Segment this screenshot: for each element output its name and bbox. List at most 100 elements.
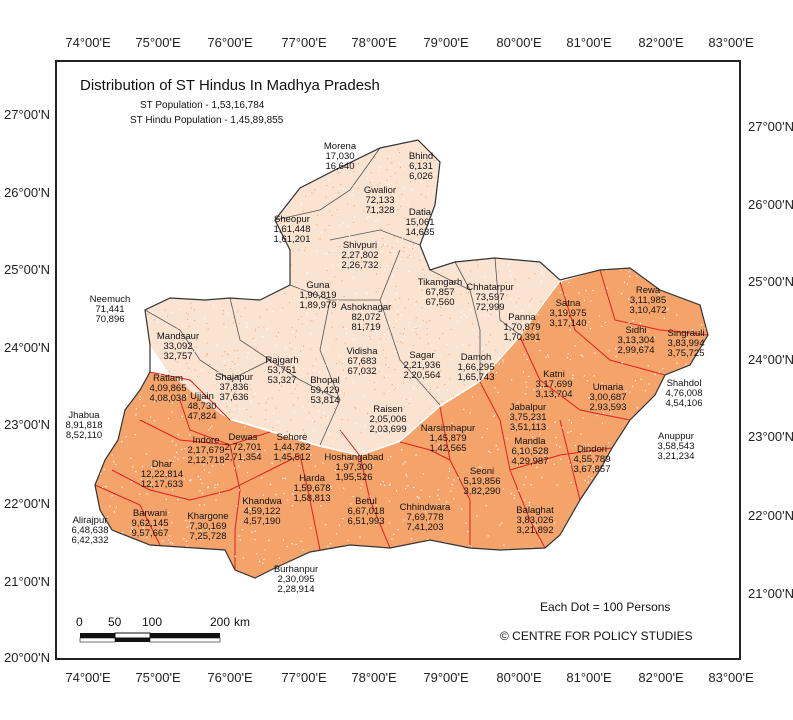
top-longitude-label: 81°00'E	[566, 35, 612, 50]
district-name: Barwani	[133, 508, 167, 519]
top-longitude-label: 78°00'E	[351, 35, 397, 50]
district-st: 2,17,679	[188, 445, 225, 456]
district-name: Ratlam	[153, 373, 183, 384]
district-hindu: 2,26,732	[342, 260, 379, 271]
left-latitude-label: 21°00'N	[4, 574, 50, 589]
district-hindu: 6,026	[409, 171, 433, 182]
district-name: Ujjain	[190, 391, 214, 402]
district-name: Sagar	[409, 350, 434, 361]
district-hindu: 2,99,674	[618, 345, 655, 356]
bottom-longitude-label: 79°00'E	[423, 670, 469, 685]
district-name: Singrauli	[668, 328, 705, 339]
district-hindu: 3,13,704	[536, 389, 573, 400]
district-name: Rewa	[636, 285, 661, 296]
map-title: Distribution of ST Hindus In Madhya Prad…	[80, 77, 380, 94]
right-latitude-label: 21°00'N	[748, 586, 793, 601]
district-hindu: 3,75,725	[668, 348, 705, 359]
district-hindu: 12,17,633	[141, 479, 183, 490]
district-name: Katni	[543, 369, 565, 380]
district-hindu: 4,54,106	[666, 398, 703, 409]
district-hindu: 70,896	[95, 314, 124, 325]
district-st: 8,91,818	[66, 420, 103, 431]
district-st: 5,19,856	[464, 476, 501, 487]
left-latitude-label: 22°00'N	[4, 496, 50, 511]
district-name: Balaghat	[516, 505, 554, 516]
district-name: Shahdol	[667, 378, 702, 389]
district-name: Bhopal	[310, 375, 340, 386]
district-hindu: 2,28,914	[278, 584, 315, 595]
district-name: Khandwa	[242, 496, 282, 507]
district-hindu: 71,328	[365, 205, 394, 216]
district-st: 4,59,122	[244, 506, 281, 517]
district-st: 2,21,936	[404, 360, 441, 371]
district-st: 6,48,638	[72, 525, 109, 536]
bottom-longitude-label: 81°00'E	[566, 670, 612, 685]
district-st: 6,10,528	[512, 446, 549, 457]
top-longitude-label: 79°00'E	[423, 35, 469, 50]
district-st: 4,55,789	[574, 454, 611, 465]
top-longitude-label: 80°00'E	[496, 35, 542, 50]
district-name: Narsimhapur	[421, 423, 475, 434]
district-hindu: 7,25,728	[190, 531, 227, 542]
district-st: 1,66,295	[458, 362, 495, 373]
district-hindu: 7,41,203	[407, 522, 444, 533]
district-hindu: 3,10,472	[630, 305, 667, 316]
district-name: Alirajpur	[73, 515, 108, 526]
district-name: Indore	[193, 435, 220, 446]
district-st: 1,44,782	[274, 442, 311, 453]
district-name: Khargone	[187, 511, 228, 522]
legend-note: Each Dot = 100 Persons	[540, 600, 671, 614]
right-latitude-label: 27°00'N	[748, 119, 793, 134]
district-name: Morena	[324, 141, 357, 152]
district-st: 4,76,008	[666, 388, 703, 399]
district-hindu: 9,57,667	[132, 528, 169, 539]
district-st: 72,133	[365, 195, 394, 206]
district-hindu: 1,70,391	[504, 332, 541, 343]
top-longitude-label: 74°00'E	[65, 35, 111, 50]
district-name: Sehore	[277, 432, 308, 443]
district-hindu: 2,03,699	[370, 424, 407, 435]
district-hindu: 81,719	[351, 322, 380, 333]
district-st: 2,27,802	[342, 250, 379, 261]
district-st: 7,30,169	[190, 521, 227, 532]
district-hindu: 1,89,979	[300, 300, 337, 311]
district-name: Tikamgarh	[418, 277, 463, 288]
district-st: 1,45,879	[430, 433, 467, 444]
district-hindu: 8,52,110	[66, 430, 102, 441]
right-latitude-label: 26°00'N	[748, 197, 793, 212]
district-st: 3,17,699	[536, 379, 573, 390]
district-st: 3,58,543	[658, 441, 695, 452]
district-hindu: 1,65,743	[458, 372, 495, 383]
district-hindu: 32,757	[163, 351, 192, 362]
district-st: 9,62,145	[132, 518, 169, 529]
district-st: 67,857	[425, 287, 454, 298]
district-st: 1,70,879	[504, 322, 541, 333]
district-name: Shivpuri	[343, 240, 377, 251]
right-latitude-label: 22°00'N	[748, 508, 793, 523]
district-st: 1,90,819	[300, 290, 337, 301]
high-density-region	[95, 268, 708, 578]
left-latitude-label: 24°00'N	[4, 340, 50, 355]
top-longitude-label: 77°00'E	[281, 35, 327, 50]
district-hindu: 67,560	[425, 297, 454, 308]
district-st: 3,19,975	[550, 308, 587, 319]
